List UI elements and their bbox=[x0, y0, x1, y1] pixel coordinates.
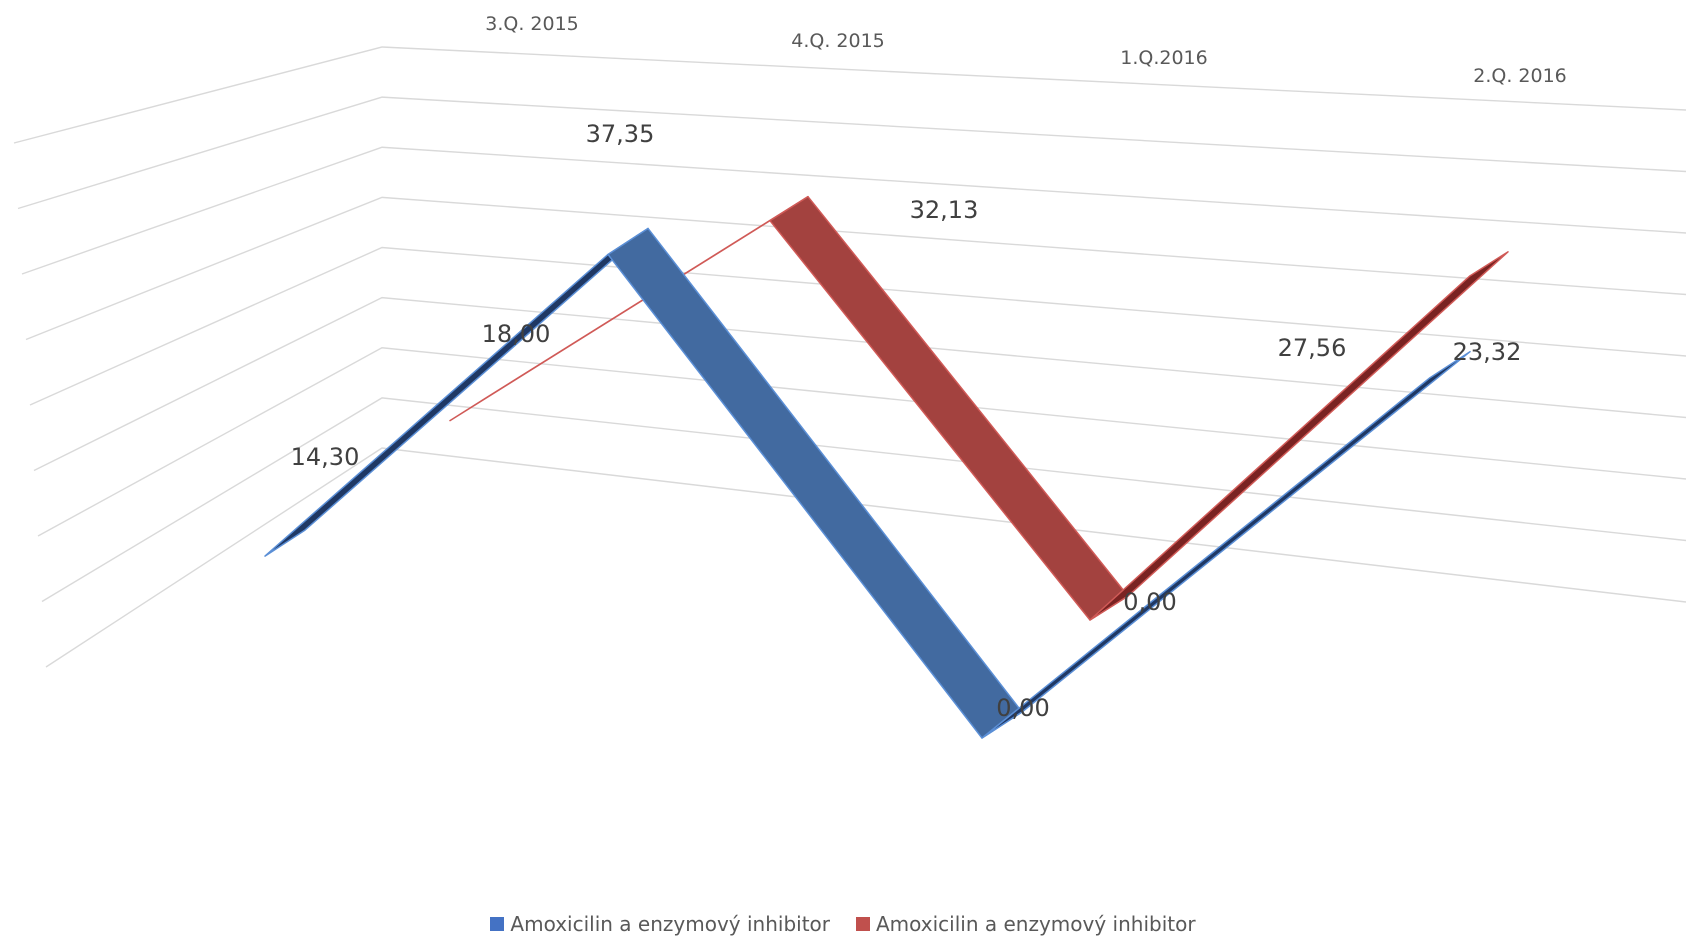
series-layer bbox=[264, 195, 1509, 739]
gridline bbox=[33, 296, 1686, 472]
series-1-ribbon bbox=[264, 227, 1471, 739]
legend-item-series-2: Amoxicilin a enzymový inhibitor bbox=[856, 912, 1196, 936]
series-2-data-label: 0,00 bbox=[1123, 588, 1176, 616]
legend-swatch-series-2 bbox=[856, 917, 870, 931]
series-2-segment bbox=[1089, 251, 1509, 621]
gridlines bbox=[13, 46, 1686, 668]
series-1-segment bbox=[981, 350, 1471, 739]
series-1-segment bbox=[264, 227, 649, 557]
legend-label-series-2: Amoxicilin a enzymový inhibitor bbox=[876, 912, 1196, 936]
gridline bbox=[17, 96, 1686, 210]
data-labels: 14,30 37,35 0,00 27,56 18,00 32,13 0,00 23,32 bbox=[291, 120, 1522, 722]
series-2-ribbon bbox=[449, 195, 1509, 621]
chart-canvas: 3.Q. 2015 4.Q. 2015 1.Q.2016 2.Q. 2016 14,3… bbox=[13, 13, 1686, 739]
category-label: 1.Q.2016 bbox=[1120, 47, 1207, 69]
category-label: 3.Q. 2015 bbox=[485, 13, 579, 35]
category-axis-labels: 3.Q. 2015 4.Q. 2015 1.Q.2016 2.Q. 2016 bbox=[485, 13, 1567, 87]
legend: Amoxicilin a enzymový inhibitor Amoxicil… bbox=[0, 912, 1686, 936]
series-2-data-label: 18,00 bbox=[482, 320, 551, 348]
gridline bbox=[41, 397, 1686, 603]
legend-item-series-1: Amoxicilin a enzymový inhibitor bbox=[490, 912, 830, 936]
category-label: 2.Q. 2016 bbox=[1473, 65, 1567, 87]
series-1-segment bbox=[607, 227, 1023, 739]
series-2-data-label: 32,13 bbox=[910, 196, 979, 224]
category-label: 4.Q. 2015 bbox=[791, 30, 885, 52]
gridline bbox=[25, 196, 1686, 341]
series-1-data-label: 37,35 bbox=[586, 120, 655, 148]
series-2-segment bbox=[769, 195, 1129, 621]
gridline bbox=[37, 347, 1686, 537]
gridline bbox=[29, 246, 1686, 406]
gridline bbox=[21, 146, 1686, 275]
series-1-data-label: 27,56 bbox=[1278, 334, 1347, 362]
legend-label-series-1: Amoxicilin a enzymový inhibitor bbox=[510, 912, 830, 936]
gridline bbox=[45, 447, 1686, 668]
series-2-data-label: 23,32 bbox=[1453, 338, 1522, 366]
gridline bbox=[13, 46, 1686, 144]
series-1-data-label: 0,00 bbox=[996, 694, 1049, 722]
series-1-data-label: 14,30 bbox=[291, 443, 360, 471]
legend-swatch-series-1 bbox=[490, 917, 505, 931]
